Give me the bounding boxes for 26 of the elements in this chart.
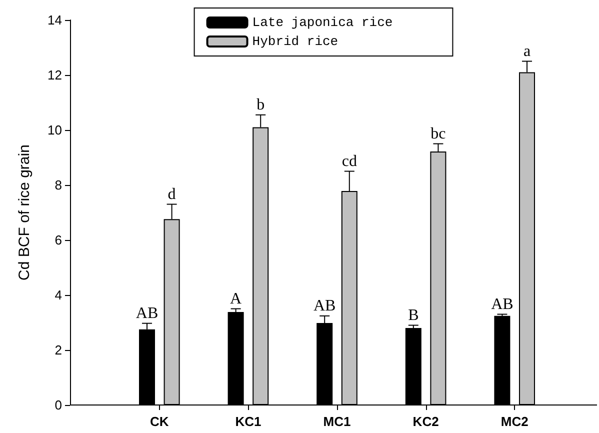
- annotation: a: [523, 42, 531, 60]
- annotation: A: [230, 290, 242, 308]
- x-tick-label: CK: [150, 414, 170, 429]
- legend-label: Late japonica rice: [252, 15, 393, 30]
- y-tick-label: 2: [54, 342, 62, 358]
- annotation: cd: [342, 152, 357, 170]
- annotation: bc: [430, 125, 446, 142]
- y-tick-label: 6: [54, 232, 62, 248]
- y-tick-label: 10: [48, 122, 62, 138]
- annotation: AB: [136, 304, 158, 322]
- y-tick-label: 0: [54, 398, 62, 412]
- annotation: B: [408, 306, 419, 324]
- annotation: AB: [491, 296, 514, 313]
- annotation: AB: [313, 297, 336, 314]
- y-axis-title: Cd BCF of rice grain: [16, 144, 33, 280]
- y-tick-label: 12: [48, 68, 62, 82]
- annotation: d: [168, 186, 176, 203]
- x-tick-label: MC1: [323, 414, 351, 429]
- y-tick-label: 14: [48, 12, 62, 28]
- annotation: b: [256, 96, 265, 114]
- y-tick-label: 8: [54, 178, 62, 192]
- legend-label: Hybrid rice: [252, 34, 338, 49]
- x-tick-label: MC2: [500, 414, 528, 429]
- x-tick-label: KC1: [235, 414, 262, 429]
- x-tick-label: KC2: [412, 414, 439, 429]
- y-tick-label: 4: [54, 288, 62, 302]
